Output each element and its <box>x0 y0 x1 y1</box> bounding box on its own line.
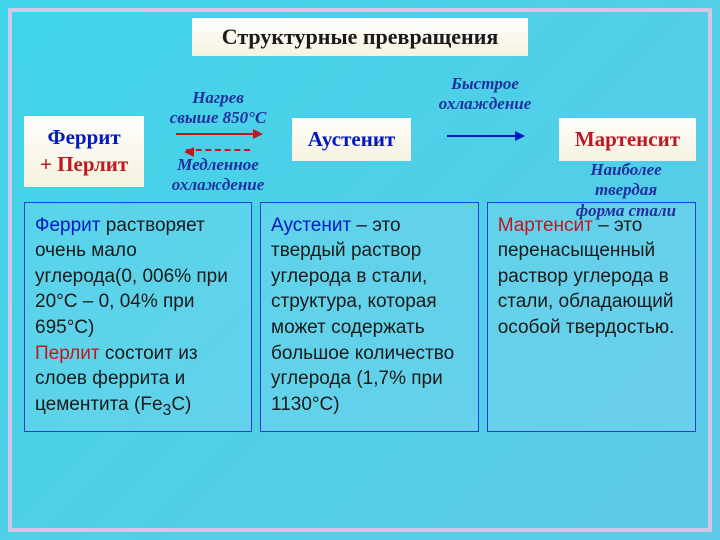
title-row: Структурные превращения <box>24 18 696 56</box>
desc-ferrite-perlite: Феррит растворяет очень мало углерода(0,… <box>24 202 252 433</box>
arrow-area-heat: Нагревсвыше 850°C Медленноеохлаждение <box>144 74 292 196</box>
fast-cool-label: Быстроеохлаждение <box>411 74 559 115</box>
perlite-term: Перлит <box>35 343 100 364</box>
perlite-label: + Перлит <box>40 152 128 176</box>
desc-martensite: Мартенсит – это перенасыщенный раствор у… <box>487 202 696 433</box>
heat-label: Нагревсвыше 850°C <box>144 88 292 129</box>
arrow-fast-cool <box>447 135 523 137</box>
hardest-note: Наиболее твердая форма стали <box>556 160 696 221</box>
arrow-heat <box>176 133 261 135</box>
desc-austenite: Аустенит – это твердый раствор углерода … <box>260 202 479 433</box>
node-ferrite-perlite: Феррит + Перлит <box>24 116 144 187</box>
node-austenite: Аустенит <box>292 118 411 161</box>
ferrite-term: Феррит <box>35 215 100 236</box>
title-box: Структурные превращения <box>192 18 529 56</box>
node-martensite: Мартенсит <box>559 118 696 161</box>
perlite-text-end: C) <box>171 394 191 415</box>
transformation-row: Феррит + Перлит Нагревсвыше 850°C Медлен… <box>24 74 696 196</box>
slow-cool-label: Медленноеохлаждение <box>144 155 292 196</box>
austenite-term: Аустенит <box>271 215 351 236</box>
main-content: Структурные превращения Феррит + Перлит … <box>6 6 714 534</box>
node-martensite-wrap: Мартенсит Наиболее твердая форма стали <box>559 74 696 161</box>
arrow-area-fast: Быстроеохлаждение <box>411 74 559 184</box>
arrow-slow-cool <box>186 149 250 151</box>
fe3c-sub: 3 <box>163 402 172 419</box>
descriptions-row: Феррит растворяет очень мало углерода(0,… <box>24 202 696 433</box>
ferrite-label: Феррит <box>48 125 121 149</box>
austenite-text: – это твердый раствор углерода в стали, … <box>271 215 454 415</box>
